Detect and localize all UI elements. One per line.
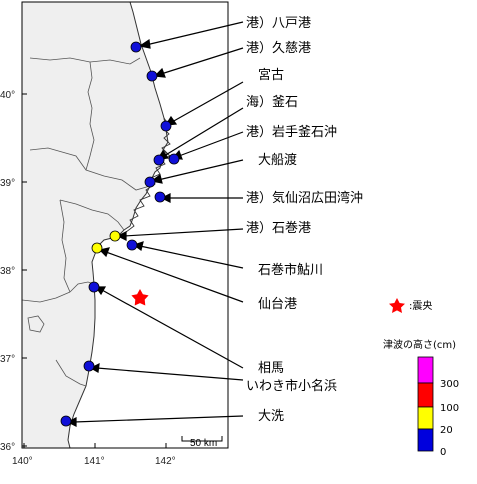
legend-tick-300: 300: [440, 379, 459, 390]
station-label-sendai-port: 仙台港: [258, 297, 297, 312]
station-marker: [153, 154, 165, 166]
lon-tick-141: 141°: [84, 456, 105, 467]
station-label-iwate-kamaishi-oki: 港）岩手釜石沖: [246, 125, 337, 140]
lat-tick-36: 36°: [0, 442, 15, 453]
station-label-kuji: 港）久慈港: [246, 41, 311, 56]
axis-ticks: [22, 93, 167, 448]
lon-tick-142: 142°: [155, 456, 176, 467]
legend-swatch-0-20: [417, 428, 434, 452]
lat-tick-40: 40°: [0, 90, 15, 101]
station-label-ishinomaki-port: 港）石巻港: [246, 221, 311, 236]
station-marker: [130, 41, 142, 53]
epicenter-star-icon: [131, 289, 149, 306]
lat-tick-39: 39°: [0, 178, 15, 189]
station-marker: [91, 242, 103, 254]
station-marker: [83, 360, 95, 372]
legend-tick-20: 20: [440, 425, 453, 436]
station-label-ayukawa: 石巻市鮎川: [258, 262, 323, 278]
station-marker: [60, 415, 72, 427]
station-label-oarai: 大洗: [258, 409, 284, 424]
station-label-onahama: いわき市小名浜: [246, 378, 337, 394]
legend-swatch-300-plus: [417, 356, 434, 384]
legend-epicenter-star-icon: [389, 298, 405, 313]
station-markers: [60, 41, 180, 427]
station-label-kesennuma: 港）気仙沼広田湾沖: [246, 190, 363, 206]
lat-tick-37: 37°: [0, 354, 15, 365]
station-label-hachinohe: 港）八戸港: [246, 16, 311, 31]
station-marker: [88, 281, 100, 293]
station-marker: [154, 191, 166, 203]
station-label-soma: 相馬: [258, 361, 284, 376]
station-label-kamaishi: 海）釜石: [246, 95, 298, 110]
lat-tick-38: 38°: [0, 266, 15, 277]
station-label-miyako: 宮古: [258, 67, 284, 83]
scale-bar: 50 km: [181, 436, 223, 449]
station-marker: [144, 176, 156, 188]
legend-epicenter-label: :震央: [409, 299, 432, 312]
station-marker: [109, 230, 121, 242]
station-marker: [126, 239, 138, 251]
legend-title: 津波の高さ(cm): [383, 338, 456, 351]
lon-tick-140: 140°: [12, 456, 33, 467]
station-marker: [146, 70, 158, 82]
station-labels: 港）八戸港 港）久慈港 宮古 海）釜石 港）岩手釜石沖 大船渡 港）気仙沼広田湾…: [246, 16, 363, 424]
scale-bar-label: 50 km: [190, 438, 217, 449]
station-marker: [168, 153, 180, 165]
legend-swatch-100-300: [417, 382, 434, 408]
map-frame: [21, 1, 229, 449]
legend-swatch-20-100: [417, 406, 434, 430]
legend-tick-100: 100: [440, 403, 459, 414]
station-marker: [160, 120, 172, 132]
legend-tick-0: 0: [440, 447, 446, 458]
coastline-detail: [125, 117, 171, 233]
station-label-ofunato: 大船渡: [258, 152, 297, 168]
legend-colorbar: [417, 356, 434, 452]
